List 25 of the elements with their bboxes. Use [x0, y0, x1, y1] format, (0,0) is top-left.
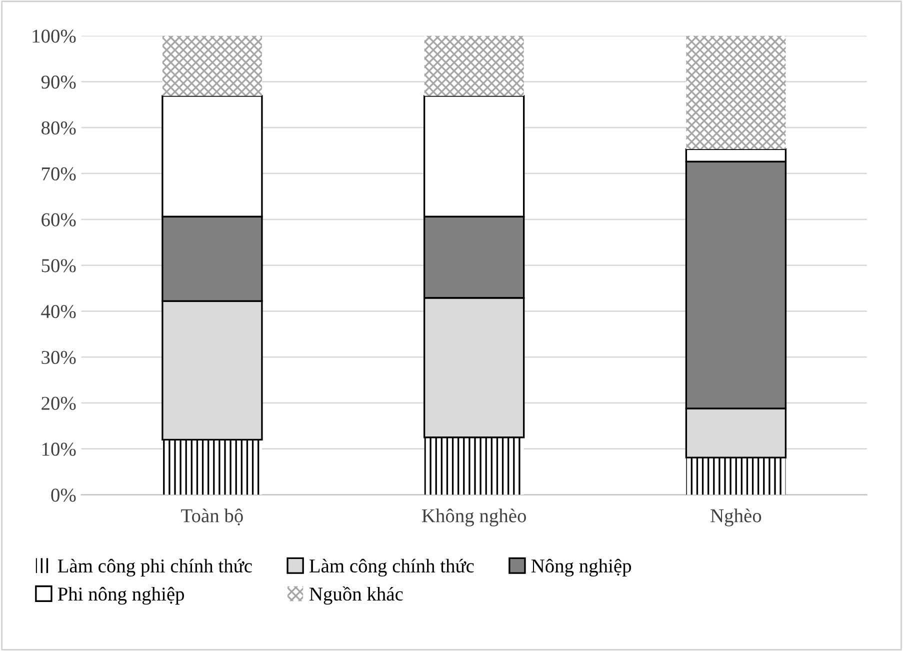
y-tick-label: 60% — [42, 213, 76, 226]
y-tick-label: 40% — [41, 304, 76, 318]
y-tick-label: 50% — [42, 259, 76, 272]
bar — [686, 458, 786, 495]
legend-label: Nguồn khác — [309, 586, 403, 605]
bar — [424, 36, 524, 96]
y-tick-label: 70% — [42, 167, 76, 180]
bar — [424, 437, 524, 495]
bar — [686, 36, 786, 150]
y-tick-label: 90% — [41, 76, 76, 89]
legend-label: Làm công phi chính thức — [58, 558, 252, 577]
bar — [162, 36, 262, 96]
legend-label: Nông nghiệp — [531, 558, 632, 577]
y-tick-label: 20% — [42, 396, 76, 410]
y-tick-label: 30% — [42, 350, 76, 364]
x-tick-label: Nghèo — [710, 508, 762, 526]
x-tick-label: Không nghèo — [422, 508, 526, 526]
bar — [162, 440, 262, 495]
legend-label: Phi nông nghiệp — [58, 586, 184, 605]
legend-label: Làm công chính thức — [309, 558, 474, 577]
x-tick-label: Toàn bộ — [181, 508, 243, 526]
y-tick-label: 10% — [42, 442, 76, 456]
y-tick-label: 100% — [32, 30, 76, 43]
y-tick-label: 80% — [42, 121, 76, 135]
y-tick-label: 0% — [51, 488, 76, 502]
